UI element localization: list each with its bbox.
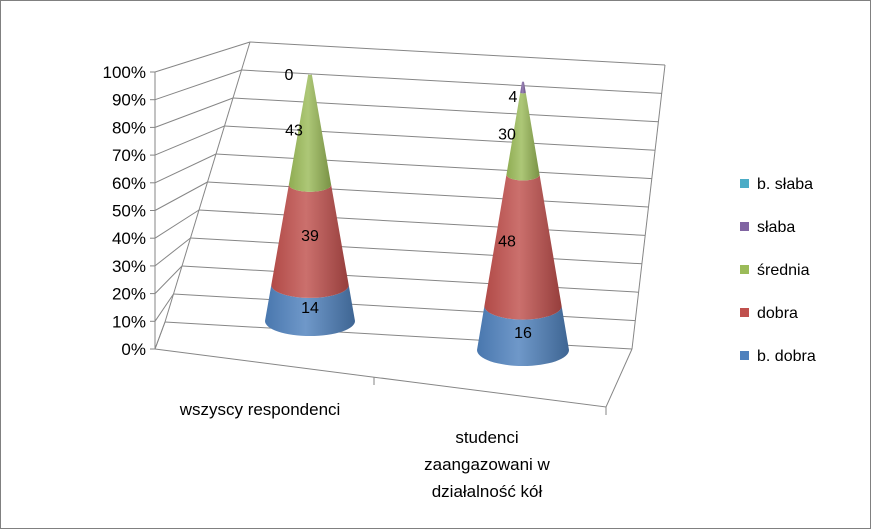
legend-swatch bbox=[740, 179, 749, 188]
gridline bbox=[224, 125, 656, 151]
side-gridline bbox=[154, 125, 225, 156]
data-label: 43 bbox=[285, 123, 303, 140]
back-wall-right-edge bbox=[631, 64, 666, 350]
category-label: zaangazowani w bbox=[424, 455, 550, 474]
legend-swatch bbox=[740, 308, 749, 317]
cone-segment-dobra bbox=[271, 184, 349, 298]
data-label: 30 bbox=[498, 127, 516, 144]
side-gridline bbox=[154, 41, 251, 73]
legend-label: dobra bbox=[757, 305, 798, 322]
data-label: 48 bbox=[498, 233, 516, 250]
y-tick-label: 0% bbox=[121, 340, 146, 359]
cone-segment--rednia bbox=[506, 92, 540, 181]
cone-segment--rednia bbox=[288, 74, 332, 192]
y-tick-labels: 0% 10% 20% 30% 40% 50% 60% 70% 80% 90% 100% bbox=[103, 63, 146, 359]
data-label: 39 bbox=[301, 228, 319, 245]
side-gridline bbox=[154, 69, 242, 101]
gridline bbox=[198, 209, 646, 236]
side-gridline bbox=[154, 153, 217, 184]
side-gridline bbox=[154, 209, 200, 239]
y-tick-label: 100% bbox=[103, 63, 146, 82]
side-gridline bbox=[154, 181, 208, 211]
legend: b. słaba słaba średnia dobra b. dobra bbox=[740, 176, 816, 365]
data-label: 4 bbox=[509, 89, 518, 106]
data-labels: 14 39 43 0 16 48 30 4 bbox=[285, 67, 532, 342]
y-tick-label: 20% bbox=[112, 285, 146, 304]
data-label: 14 bbox=[301, 300, 319, 317]
category-label: wszyscy respondenci bbox=[179, 400, 341, 419]
cones bbox=[265, 74, 569, 366]
cone-segment-b-dobra bbox=[265, 285, 355, 336]
y-tick-label: 60% bbox=[112, 174, 146, 193]
legend-swatch bbox=[740, 265, 749, 274]
side-gridline bbox=[154, 293, 174, 322]
gridline bbox=[215, 153, 652, 180]
cone-segment-b-dobra bbox=[477, 306, 569, 366]
legend-swatch bbox=[740, 222, 749, 231]
floor-side-edge bbox=[154, 321, 166, 350]
y-tick-label: 40% bbox=[112, 229, 146, 248]
cone-segment-dobra bbox=[484, 174, 562, 320]
y-tick-label: 90% bbox=[112, 91, 146, 110]
axes bbox=[150, 41, 666, 415]
legend-swatch bbox=[740, 351, 749, 360]
legend-label: b. dobra bbox=[757, 348, 816, 365]
side-gridline bbox=[154, 97, 234, 128]
legend-label: słaba bbox=[757, 219, 795, 236]
y-tick-label: 70% bbox=[112, 146, 146, 165]
category-label: działalność kół bbox=[432, 482, 543, 501]
back-wall-edge bbox=[164, 41, 251, 323]
legend-label: średnia bbox=[757, 262, 810, 279]
y-tick-label: 80% bbox=[112, 118, 146, 137]
cone-segment-s-aba bbox=[520, 81, 526, 94]
y-tick-label: 30% bbox=[112, 257, 146, 276]
gridline bbox=[241, 69, 662, 94]
category-label: studenci bbox=[455, 428, 518, 447]
gridline bbox=[249, 41, 666, 66]
gridline bbox=[181, 265, 639, 293]
y-tick-label: 10% bbox=[112, 312, 146, 331]
gridline bbox=[207, 181, 649, 208]
data-label: 16 bbox=[514, 325, 532, 342]
side-gridline bbox=[154, 237, 191, 267]
side-gridline bbox=[154, 265, 183, 294]
gridline bbox=[190, 237, 642, 265]
y-tick-label: 50% bbox=[112, 202, 146, 221]
data-label: 0 bbox=[285, 67, 294, 84]
category-labels: wszyscy respondenci studenci zaangazowani … bbox=[179, 400, 551, 501]
legend-label: b. słaba bbox=[757, 176, 813, 193]
